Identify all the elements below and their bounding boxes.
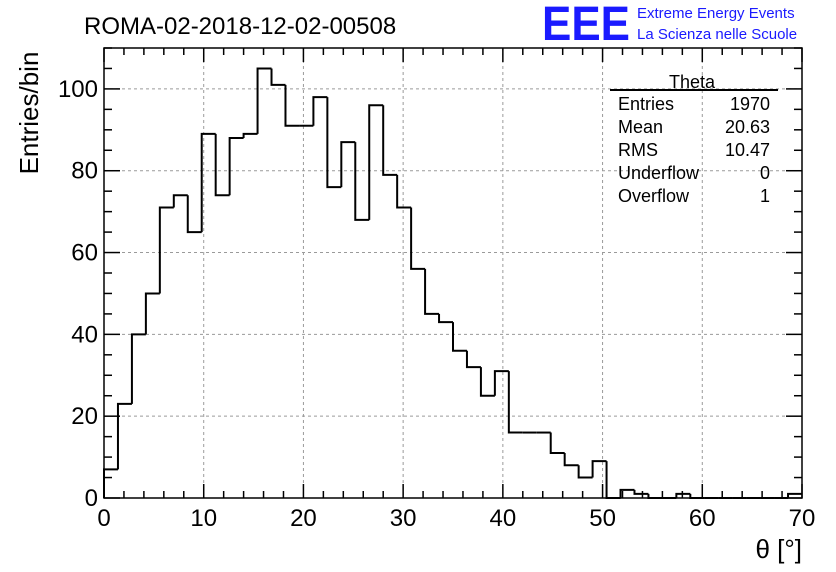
histogram-bin: [242, 132, 258, 138]
histogram-bin: [130, 333, 146, 404]
stats-title: Theta: [669, 72, 716, 92]
stats-label-mean: Mean: [618, 117, 663, 137]
run-title: ROMA-02-2018-12-02-00508: [84, 13, 396, 40]
eee-logo-mark: EEE: [542, 0, 630, 51]
histogram-bin: [382, 105, 398, 176]
histogram-bin: [493, 370, 509, 396]
histogram-bin: [256, 67, 272, 134]
x-tick-label: 40: [490, 505, 517, 532]
histogram-bin: [549, 432, 565, 454]
histogram-bin: [144, 292, 160, 335]
histogram-bin: [675, 492, 691, 498]
histogram-bin: [228, 137, 244, 196]
x-tick-label: 10: [190, 505, 217, 532]
y-axis-label: Entries/bin: [14, 52, 44, 175]
y-tick-label: 80: [71, 158, 98, 185]
x-axis-label: θ [°]: [755, 534, 802, 564]
histogram-bin: [452, 322, 467, 352]
stats-value-rms: 10.47: [725, 140, 770, 160]
x-tick-label: 70: [789, 505, 816, 532]
stats-value-entries: 1970: [730, 94, 770, 114]
stats-value-overflow: 1: [760, 186, 770, 206]
histogram-bin: [158, 206, 174, 294]
x-tick-label: 50: [589, 505, 616, 532]
y-tick-label: 100: [58, 76, 98, 103]
stats-label-overflow: Overflow: [618, 186, 690, 206]
y-tick-label: 60: [71, 240, 98, 267]
logo-line-2: La Scienza nelle Scuole: [637, 26, 797, 43]
histogram-bin: [465, 350, 481, 369]
histogram-bin: [633, 489, 649, 495]
histogram-bin: [479, 367, 495, 397]
histogram-bin: [116, 402, 132, 470]
histogram-bin: [577, 465, 593, 479]
histogram-bin: [396, 174, 412, 209]
y-tick-label: 20: [71, 403, 98, 430]
histogram-bin: [284, 84, 300, 127]
x-tick-label: 0: [97, 505, 110, 532]
histogram-bin: [368, 104, 384, 220]
stats-label-rms: RMS: [618, 140, 658, 160]
stats-value-mean: 20.63: [725, 117, 770, 137]
y-tick-label: 40: [71, 321, 98, 348]
stats-label-underflow: Underflow: [618, 163, 700, 183]
histogram-bin: [186, 195, 202, 234]
histogram-bin: [619, 488, 635, 498]
histogram-bin: [270, 68, 286, 86]
x-tick-label: 60: [689, 505, 716, 532]
histogram-bin: [591, 460, 607, 478]
logo-line-1: Extreme Energy Events: [637, 5, 795, 22]
histogram-bin: [354, 142, 370, 221]
histogram-bars: [103, 67, 802, 499]
histogram-bin: [312, 96, 328, 126]
histogram-bin: [340, 141, 356, 188]
histogram-bin: [410, 207, 426, 270]
histogram-bin: [563, 453, 579, 467]
histogram-bin: [507, 371, 523, 434]
x-tick-label: 30: [390, 505, 417, 532]
histogram-bin: [200, 132, 216, 233]
histogram-bin: [424, 268, 440, 315]
stats-label-entries: Entries: [618, 94, 674, 114]
histogram-bin: [787, 492, 802, 498]
eee-logo: EEE Extreme Energy Events La Scienza nel…: [542, 0, 797, 51]
histogram-bin: [438, 313, 453, 324]
histogram-bin: [326, 97, 342, 189]
histogram-bin: [172, 194, 188, 208]
x-tick-label: 20: [290, 505, 317, 532]
stats-value-underflow: 0: [760, 163, 770, 183]
y-tick-label: 0: [85, 485, 98, 512]
stats-box: Theta Entries 1970 Mean 20.63 RMS 10.47 …: [610, 72, 778, 206]
histogram-bin: [214, 133, 230, 197]
